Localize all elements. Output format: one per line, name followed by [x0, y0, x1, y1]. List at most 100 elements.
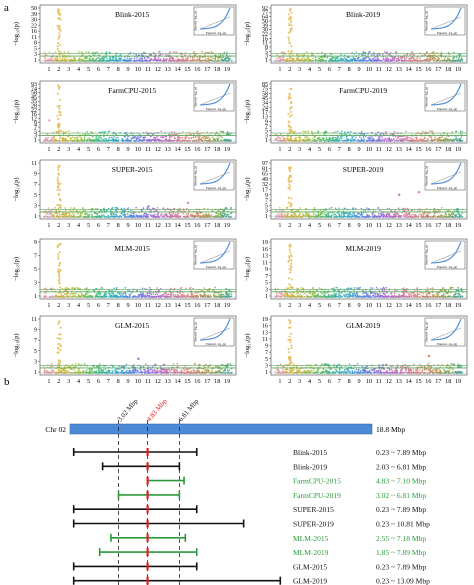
snp-point [207, 56, 210, 58]
significant-snp [59, 29, 62, 32]
y-tick-label: 81 [262, 166, 268, 172]
significant-snp [56, 124, 59, 127]
snp-point [346, 56, 349, 58]
significant-snp [56, 47, 59, 50]
chromosome-label: 9 [358, 146, 361, 153]
snp-point [384, 138, 387, 140]
significant-snp [288, 183, 291, 186]
snp-point [368, 136, 371, 138]
snp-point [110, 214, 113, 216]
snp-point [50, 56, 52, 59]
snp-point [412, 57, 415, 59]
significant-snp [59, 182, 62, 185]
chromosome-label: 12 [155, 146, 161, 153]
snp-point [103, 209, 105, 212]
snp-point [156, 138, 159, 140]
snp-point [296, 210, 298, 212]
chromosome-label: 3 [298, 146, 301, 153]
snp-point [447, 57, 449, 59]
significant-snp [59, 206, 62, 209]
significant-snp [57, 118, 60, 121]
chromosome-label: 17 [435, 146, 441, 153]
snp-point [104, 56, 106, 59]
snp-point [281, 51, 284, 54]
snp-point [162, 214, 164, 216]
chromosome-label: 1 [278, 66, 281, 73]
snp-point [67, 58, 70, 61]
snp-point [357, 213, 359, 215]
snp-point [68, 130, 70, 132]
snp-point [334, 137, 337, 139]
snp-point [299, 137, 302, 140]
chromosome-label: 2 [288, 222, 291, 229]
snp-point [364, 57, 366, 60]
snp-point [58, 206, 60, 209]
snp-point [165, 139, 168, 142]
snp-point [214, 58, 217, 60]
snp-point [165, 58, 167, 61]
snp-point [220, 130, 223, 133]
snp-point [443, 58, 446, 60]
y-tick-label: 11 [31, 161, 37, 167]
snp-point [79, 57, 81, 59]
snp-point [205, 137, 207, 140]
snp-point [408, 57, 411, 60]
snp-point [96, 57, 99, 59]
y-tick-label: 64 [262, 15, 268, 21]
snp-point [440, 51, 443, 54]
snp-point [419, 213, 421, 215]
snp-point [288, 59, 291, 62]
snp-point [221, 212, 224, 215]
snp-point [373, 139, 376, 141]
snp-point [355, 215, 358, 217]
snp-point [405, 56, 408, 59]
snp-point [302, 139, 304, 141]
snp-point [314, 56, 317, 59]
snp-point [135, 206, 137, 209]
snp-point [415, 138, 418, 141]
snp-point [413, 58, 416, 60]
snp-point [424, 212, 426, 215]
snp-point [113, 136, 115, 138]
snp-point [186, 59, 189, 61]
snp-point [451, 131, 454, 133]
snp-point [106, 51, 108, 53]
snp-point [385, 131, 387, 133]
snp-point [122, 59, 125, 61]
snp-point [60, 293, 63, 295]
significant-snp [287, 177, 290, 180]
snp-point [313, 206, 316, 209]
snp-point [323, 213, 326, 215]
snp-point [45, 292, 47, 295]
snp-point [325, 137, 328, 139]
snp-point [115, 139, 117, 141]
snp-point [54, 138, 56, 141]
snp-point [187, 56, 189, 59]
snp-point [347, 59, 350, 62]
chromosome-label: 16 [425, 222, 431, 229]
snp-point [175, 51, 178, 53]
snp-point [380, 213, 382, 215]
snp-point [403, 209, 406, 212]
significant-snp [58, 105, 61, 108]
snp-point [278, 59, 281, 61]
significant-snp [57, 193, 60, 196]
snp-point [74, 59, 76, 61]
snp-point [354, 58, 357, 61]
snp-point [316, 137, 319, 140]
snp-point [129, 52, 132, 54]
snp-point [281, 136, 283, 138]
snp-point [90, 58, 93, 61]
snp-point [155, 215, 158, 218]
snp-point [309, 138, 311, 140]
snp-point [278, 212, 280, 214]
snp-point [445, 213, 448, 216]
snp-point [51, 56, 54, 58]
y-tick-label: 97 [262, 161, 268, 167]
snp-point [58, 215, 60, 218]
snp-point [45, 137, 47, 139]
chromosome-label: 15 [184, 146, 190, 153]
snp-point [196, 130, 199, 133]
snp-point [67, 292, 69, 295]
chromosome-label: 2 [57, 66, 60, 73]
